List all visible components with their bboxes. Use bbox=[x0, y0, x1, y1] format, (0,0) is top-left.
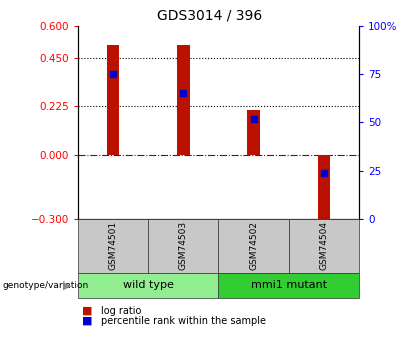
Text: ■: ■ bbox=[82, 316, 92, 326]
Bar bbox=[318, 155, 330, 219]
Text: log ratio: log ratio bbox=[101, 306, 141, 315]
Text: GSM74502: GSM74502 bbox=[249, 221, 258, 270]
Text: mmi1 mutant: mmi1 mutant bbox=[251, 280, 327, 290]
Text: wild type: wild type bbox=[123, 280, 173, 290]
Text: percentile rank within the sample: percentile rank within the sample bbox=[101, 316, 266, 326]
Bar bbox=[177, 45, 189, 155]
Text: GDS3014 / 396: GDS3014 / 396 bbox=[158, 9, 262, 23]
Bar bbox=[107, 45, 119, 155]
Text: GSM74503: GSM74503 bbox=[179, 221, 188, 270]
Bar bbox=[247, 110, 260, 155]
Text: ■: ■ bbox=[82, 306, 92, 315]
Text: genotype/variation: genotype/variation bbox=[2, 281, 88, 290]
Text: GSM74501: GSM74501 bbox=[108, 221, 117, 270]
Text: GSM74504: GSM74504 bbox=[320, 221, 328, 270]
Text: ▶: ▶ bbox=[63, 280, 71, 290]
